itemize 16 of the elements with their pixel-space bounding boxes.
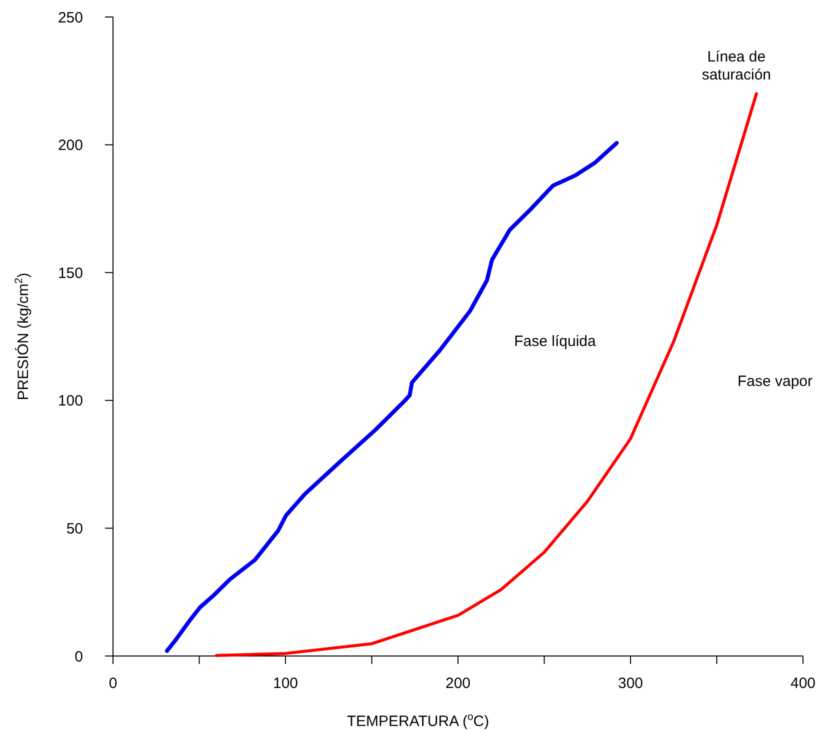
y-tick-label: 150	[58, 264, 83, 282]
x-tick-label: 100	[272, 675, 298, 692]
line-series	[164, 141, 619, 653]
x-tick-label: 200	[445, 675, 471, 692]
series-label: Línea de saturación	[702, 48, 772, 84]
y-tick-label: 0	[74, 648, 83, 666]
y-tick-label: 100	[58, 392, 83, 410]
x-axis-title: TEMPERATURA ($^{o}$C)	[346, 711, 490, 730]
x-tick-label: 300	[618, 675, 644, 692]
y-tick-label: 250	[58, 9, 83, 26]
annotation: Fase vapor	[737, 373, 813, 390]
y-tick-label: 50	[66, 520, 83, 538]
x-tick-label: 0	[108, 675, 118, 692]
x-tick-label: 400	[790, 675, 816, 692]
y-tick-label: 200	[58, 137, 83, 154]
annotation: Fase líquida	[514, 333, 597, 350]
